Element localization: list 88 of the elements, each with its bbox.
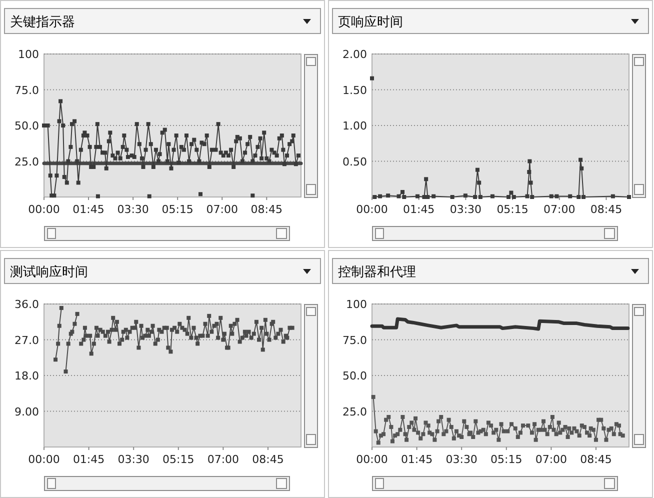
x-tick-label: 00:00 (356, 453, 388, 466)
point (578, 158, 583, 162)
point (525, 194, 530, 198)
x-tick-label: 01:45 (72, 203, 104, 216)
point (576, 195, 581, 199)
chart-title: 控制器和代理 (338, 265, 416, 280)
x-tick-label: 07:00 (544, 203, 576, 216)
point (509, 190, 514, 195)
point (64, 370, 68, 374)
point (450, 195, 454, 199)
x-tick-label: 03:30 (118, 453, 150, 466)
point (378, 194, 382, 198)
x-tick-label: 03:30 (446, 453, 478, 466)
point (512, 195, 516, 199)
x-tick-label: 00:00 (356, 203, 388, 216)
y-tick-label: 2.00 (342, 48, 367, 61)
x-tick-label: 08:45 (590, 203, 622, 216)
point (580, 166, 584, 170)
y-tick-label: 9.00 (14, 405, 39, 418)
point (72, 322, 77, 326)
y-tick-label: 36.0 (14, 298, 39, 311)
x-tick-label: 05:15 (162, 203, 194, 216)
x-tick-label: 05:15 (490, 453, 522, 466)
y-tick-label: 25.0 (342, 405, 367, 418)
x-tick-label: 01:45 (402, 203, 435, 216)
y-tick-label: 27.0 (14, 334, 39, 347)
point (57, 324, 62, 328)
point (426, 195, 430, 199)
x-tick-label: 03:30 (117, 203, 149, 216)
point (56, 342, 60, 346)
point (549, 194, 554, 198)
point (400, 190, 405, 194)
x-tick-label: 08:45 (250, 203, 282, 216)
x-tick-label: 08:45 (252, 453, 284, 466)
line-series (370, 317, 630, 331)
point (610, 194, 615, 198)
point (506, 195, 511, 199)
y-tick-label: 75.0 (14, 84, 39, 97)
chart-title: 页响应时间 (338, 14, 403, 30)
point (478, 195, 482, 199)
x-tick-label: 01:45 (400, 453, 433, 466)
point (386, 194, 390, 198)
point (473, 195, 478, 199)
x-tick-label: 00:00 (28, 453, 60, 466)
point (528, 180, 533, 185)
x-tick-label: 07:00 (535, 453, 568, 466)
y-tick-label: 100 (18, 48, 39, 61)
y-tick-label: 50.0 (14, 120, 39, 132)
point (396, 194, 401, 198)
point (432, 194, 436, 198)
x-tick-label: 08:45 (580, 453, 612, 466)
y-tick-label: 1.00 (342, 120, 367, 132)
x-tick-label: 01:45 (72, 453, 105, 466)
point (554, 194, 559, 198)
point (477, 180, 482, 185)
y-tick-label: 50.0 (342, 370, 367, 382)
point (527, 170, 532, 174)
point (66, 342, 70, 346)
x-tick-label: 05:15 (496, 203, 528, 216)
x-tick-label: 03:30 (450, 203, 482, 216)
y-tick-label: 18.0 (14, 370, 39, 382)
y-tick-label: 0.50 (342, 155, 367, 168)
point (424, 177, 428, 182)
point (372, 195, 377, 199)
point (402, 195, 406, 199)
chart-title: 关键指示器 (10, 15, 75, 30)
point (54, 358, 58, 362)
point (490, 194, 494, 198)
point (75, 312, 80, 316)
x-tick-label: 05:15 (162, 453, 194, 466)
point (627, 195, 631, 199)
y-tick-label: 75.0 (342, 334, 367, 347)
point (463, 194, 468, 198)
x-tick-label: 07:00 (207, 453, 240, 466)
point (370, 76, 374, 80)
x-tick-label: 00:00 (28, 203, 60, 216)
point (475, 168, 480, 172)
point (581, 195, 586, 199)
point (416, 194, 420, 198)
y-tick-label: 25.0 (14, 155, 39, 168)
chart-title: 测试响应时间 (10, 264, 88, 280)
x-tick-label: 07:00 (206, 203, 238, 216)
point (59, 306, 64, 310)
y-tick-label: 100 (346, 298, 367, 311)
point (568, 194, 572, 198)
y-tick-label: 1.50 (342, 84, 367, 97)
point (530, 195, 534, 199)
point (528, 159, 532, 164)
